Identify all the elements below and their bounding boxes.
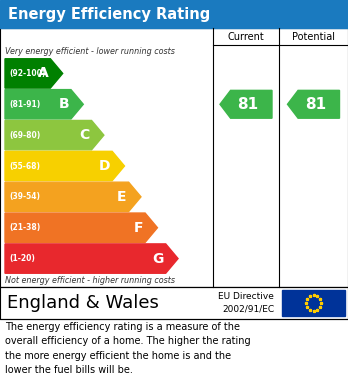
Text: Energy Efficiency Rating: Energy Efficiency Rating xyxy=(8,7,210,22)
Text: G: G xyxy=(152,251,164,265)
Text: E: E xyxy=(117,190,127,204)
Text: (92-100): (92-100) xyxy=(9,69,45,78)
Text: D: D xyxy=(98,159,110,173)
Text: (21-38): (21-38) xyxy=(9,223,40,232)
Bar xyxy=(0,0,348,28)
Bar xyxy=(0,287,348,319)
Bar xyxy=(282,290,345,316)
Text: (69-80): (69-80) xyxy=(9,131,40,140)
Text: A: A xyxy=(38,66,48,81)
Text: EU Directive
2002/91/EC: EU Directive 2002/91/EC xyxy=(218,292,274,314)
Text: (39-54): (39-54) xyxy=(9,192,40,201)
Polygon shape xyxy=(5,59,63,88)
Polygon shape xyxy=(5,213,157,242)
Polygon shape xyxy=(5,151,125,181)
Polygon shape xyxy=(5,244,178,273)
Polygon shape xyxy=(5,120,104,150)
Text: C: C xyxy=(79,128,89,142)
Text: Potential: Potential xyxy=(292,32,335,41)
Text: (81-91): (81-91) xyxy=(9,100,40,109)
Text: The energy efficiency rating is a measure of the
overall efficiency of a home. T: The energy efficiency rating is a measur… xyxy=(5,322,251,375)
Text: England & Wales: England & Wales xyxy=(7,294,159,312)
Text: 81: 81 xyxy=(237,97,259,112)
Text: B: B xyxy=(58,97,69,111)
Bar xyxy=(0,28,348,287)
Text: Current: Current xyxy=(228,32,264,41)
Text: Not energy efficient - higher running costs: Not energy efficient - higher running co… xyxy=(5,276,175,285)
Polygon shape xyxy=(5,90,83,119)
Polygon shape xyxy=(220,90,272,118)
Text: 81: 81 xyxy=(305,97,326,112)
Text: (1-20): (1-20) xyxy=(9,254,35,263)
Polygon shape xyxy=(287,90,340,118)
Text: (55-68): (55-68) xyxy=(9,161,40,170)
Polygon shape xyxy=(5,182,141,212)
Text: Very energy efficient - lower running costs: Very energy efficient - lower running co… xyxy=(5,47,175,56)
Text: F: F xyxy=(134,221,143,235)
